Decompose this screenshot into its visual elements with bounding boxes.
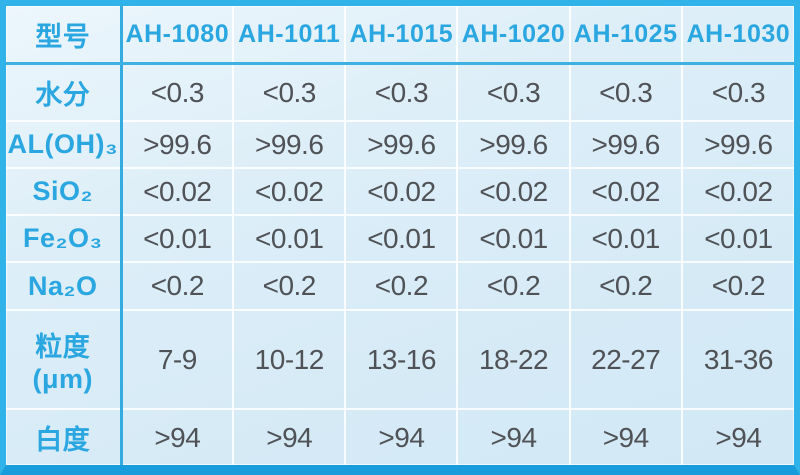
data-cell: <0.2: [232, 261, 347, 311]
header-cell-model: AH-1025: [568, 6, 683, 65]
table-row-na2o: Na₂O <0.2 <0.2 <0.2 <0.2 <0.2 <0.2: [6, 261, 794, 311]
table-header-row: 型号 AH-1080 AH-1011 AH-1015 AH-1020 AH-10…: [6, 6, 794, 65]
row-label: Na₂O: [6, 261, 123, 311]
data-cell: >94: [119, 408, 235, 465]
row-label: AL(OH)₃: [6, 120, 123, 170]
table-row-sio2: SiO₂ <0.02 <0.02 <0.02 <0.02 <0.02 <0.02: [6, 167, 794, 217]
data-cell: 13-16: [344, 308, 459, 411]
data-cell: <0.01: [344, 214, 459, 264]
header-cell-model: AH-1030: [680, 6, 794, 65]
data-cell: <0.3: [232, 62, 347, 123]
row-label: 粒度(μm): [6, 308, 123, 411]
header-cell-model: AH-1011: [232, 6, 347, 65]
data-cell: <0.2: [456, 261, 571, 311]
data-cell: <0.01: [119, 214, 235, 264]
header-cell-model: AH-1015: [344, 6, 459, 65]
data-cell: >94: [680, 408, 794, 465]
data-cell: <0.3: [568, 62, 683, 123]
data-cell: <0.01: [456, 214, 571, 264]
data-cell: 18-22: [456, 308, 571, 411]
data-cell: 22-27: [568, 308, 683, 411]
data-cell: >99.6: [344, 120, 459, 170]
data-cell: <0.02: [680, 167, 794, 217]
table-row-particle-size: 粒度(μm) 7-9 10-12 13-16 18-22 22-27 31-36: [6, 308, 794, 411]
data-cell: <0.01: [568, 214, 683, 264]
data-cell: >99.6: [232, 120, 347, 170]
data-cell: <0.2: [119, 261, 235, 311]
spec-table: 型号 AH-1080 AH-1011 AH-1015 AH-1020 AH-10…: [6, 6, 794, 465]
row-label: SiO₂: [6, 167, 123, 217]
header-cell-model: AH-1020: [456, 6, 571, 65]
data-cell: >99.6: [119, 120, 235, 170]
row-label: 白度: [6, 408, 123, 465]
table-row-whiteness: 白度 >94 >94 >94 >94 >94 >94: [6, 408, 794, 465]
data-cell: >94: [456, 408, 571, 465]
data-cell: <0.01: [232, 214, 347, 264]
data-cell: 31-36: [680, 308, 794, 411]
data-cell: 7-9: [119, 308, 235, 411]
data-cell: <0.02: [344, 167, 459, 217]
data-cell: <0.3: [119, 62, 235, 123]
data-cell: <0.3: [456, 62, 571, 123]
data-cell: <0.3: [680, 62, 794, 123]
data-cell: <0.2: [680, 261, 794, 311]
data-cell: 10-12: [232, 308, 347, 411]
data-cell: <0.3: [344, 62, 459, 123]
data-cell: <0.02: [119, 167, 235, 217]
table-row-moisture: 水分 <0.3 <0.3 <0.3 <0.3 <0.3 <0.3: [6, 62, 794, 123]
data-cell: <0.02: [456, 167, 571, 217]
data-cell: >99.6: [456, 120, 571, 170]
header-cell-model: AH-1080: [119, 6, 235, 65]
data-cell: >94: [232, 408, 347, 465]
data-cell: <0.01: [680, 214, 794, 264]
header-cell-model-label: 型号: [6, 6, 123, 65]
data-cell: <0.2: [344, 261, 459, 311]
data-cell: >99.6: [568, 120, 683, 170]
row-label: 水分: [6, 62, 123, 123]
data-cell: <0.2: [568, 261, 683, 311]
data-cell: >94: [568, 408, 683, 465]
table-row-aloh3: AL(OH)₃ >99.6 >99.6 >99.6 >99.6 >99.6 >9…: [6, 120, 794, 170]
data-cell: <0.02: [568, 167, 683, 217]
data-cell: <0.02: [232, 167, 347, 217]
data-cell: >94: [344, 408, 459, 465]
row-label: Fe₂O₃: [6, 214, 123, 264]
table-row-fe2o3: Fe₂O₃ <0.01 <0.01 <0.01 <0.01 <0.01 <0.0…: [6, 214, 794, 264]
data-cell: >99.6: [680, 120, 794, 170]
